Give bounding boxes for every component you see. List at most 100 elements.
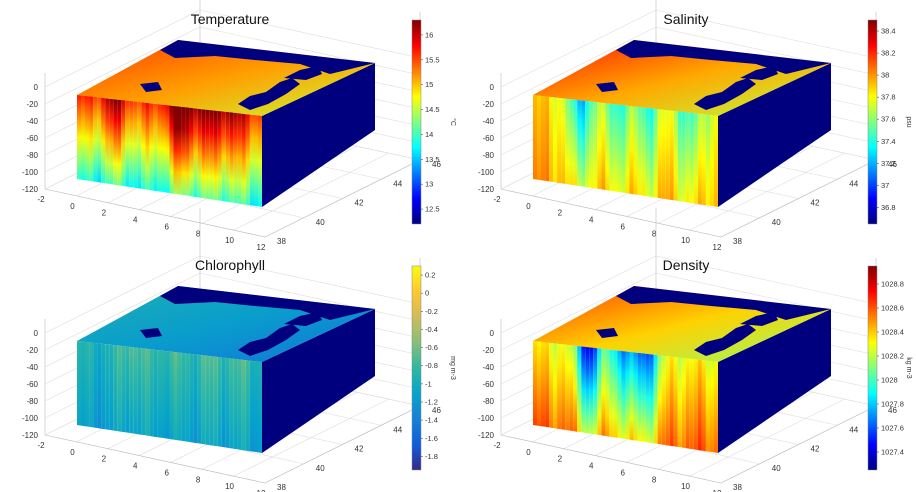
z-tick-label: 0: [490, 83, 495, 92]
colorbar-tick-label: 38.2: [881, 49, 896, 58]
z-gridline: [655, 26, 877, 76]
colorbar-tick-label: -1.8: [425, 452, 438, 461]
profile-column: [81, 341, 85, 427]
profile-column: [105, 344, 110, 430]
profile-column: [601, 348, 606, 436]
profile-column: [133, 347, 138, 435]
profile-column: [609, 349, 614, 438]
cube-front-face: [77, 341, 262, 453]
x-tick-label: 10: [681, 236, 690, 245]
y-tick-label: 38: [277, 237, 286, 246]
z-tick-label: -100: [478, 414, 495, 423]
profile-column: [169, 105, 174, 194]
z-gridline: [500, 9, 657, 88]
profile-column: [545, 96, 550, 182]
x-tick-label: 2: [558, 455, 563, 464]
profile-column: [105, 98, 110, 184]
colorbar-tick-label: 0.2: [425, 271, 435, 280]
chlorophyll-panel: 0-20-40-60-80-100-120-202468101238404244…: [22, 208, 456, 492]
profile-column: [537, 341, 541, 427]
island-shape: [140, 82, 162, 92]
y-tick-label: 42: [355, 445, 364, 454]
colorbar-ramp: [867, 19, 878, 225]
cube-side-face: [718, 309, 831, 453]
x-tick-label: 10: [681, 482, 690, 491]
y-tick-label: 38: [277, 483, 286, 492]
profile-column: [613, 350, 618, 438]
colorbar-tick-label: 1027.4: [881, 448, 904, 457]
profile-column: [714, 361, 718, 453]
z-gridline: [44, 9, 201, 88]
colorbar-tick-label: 1028.2: [881, 352, 904, 361]
land-mask-north: [160, 286, 375, 320]
x-tick-label: 6: [620, 468, 625, 477]
profile-column: [157, 104, 162, 192]
profile-column: [254, 115, 258, 207]
colorbar-unit-label: psu: [905, 116, 912, 127]
profile-column: [93, 342, 98, 428]
profile-column: [89, 342, 94, 428]
x-tick-label: 8: [196, 229, 201, 238]
colorbar-tick-label: -1.4: [425, 416, 438, 425]
y-tick-label: 42: [811, 445, 820, 454]
profile-column: [569, 345, 574, 432]
x-tick-label: 2: [558, 209, 563, 218]
x-tick-label: 8: [652, 229, 657, 238]
profile-column: [149, 103, 154, 191]
profile-column: [601, 102, 606, 190]
colorbar-tick-label: 1028.4: [881, 328, 904, 337]
profile-column: [549, 342, 554, 428]
x-tick-label: 8: [196, 475, 201, 484]
profile-column: [101, 97, 106, 184]
profile-column: [593, 347, 598, 435]
colorbar-tick-label: -0.2: [425, 307, 438, 316]
axis-ticks: 0-20-40-60-80-100-120-202468101238404244…: [22, 329, 441, 492]
colorbar-tick-label: -0.6: [425, 343, 438, 352]
profile-column: [653, 354, 658, 444]
land-mask: [140, 40, 375, 110]
x-tick-label: -2: [493, 441, 501, 450]
z-tick-label: -120: [478, 185, 495, 194]
profile-column: [621, 351, 626, 439]
profile-column: [209, 356, 214, 446]
cube-side-face: [718, 63, 831, 207]
y-tick-label: 46: [888, 160, 897, 169]
land-mask-north: [616, 40, 831, 74]
x-axis-line: [44, 434, 266, 484]
profile-column: [117, 345, 122, 432]
profile-column: [117, 99, 122, 186]
profile-column: [533, 95, 537, 180]
colorbar-tick-label: 1027.8: [881, 400, 904, 409]
z-gridline: [500, 26, 657, 105]
z-gridline: [655, 272, 877, 322]
profile-column: [685, 358, 690, 449]
colorbar-tick-label: -0.4: [425, 325, 438, 334]
profile-column: [197, 108, 202, 198]
profile-column: [181, 106, 186, 196]
profile-column: [673, 357, 678, 447]
island-shape: [596, 328, 618, 338]
profile-column: [689, 112, 694, 204]
x-tick-label: 6: [164, 222, 169, 231]
z-tick-label: -60: [482, 380, 494, 389]
profile-column: [625, 351, 630, 440]
axis-ticks: 0-20-40-60-80-100-120-202468101238404244…: [478, 329, 897, 492]
profile-column: [697, 113, 702, 205]
profile-column: [633, 106, 638, 195]
salinity-panel: 0-20-40-60-80-100-120-202468101238404244…: [478, 0, 912, 252]
profile-column: [673, 111, 678, 201]
profile-column: [225, 357, 230, 449]
cube-side-face: [262, 309, 375, 453]
profile-column: [701, 114, 706, 206]
x-tick-label: 12: [257, 489, 266, 492]
profile-column: [685, 112, 690, 203]
profile-column: [221, 357, 226, 448]
profile-column: [693, 113, 698, 204]
colorbar: 0.2 0 -0.2 -0.4 -0.6 -0.8 -1 -1.2 -1.4 -1.6 -1.8 mg…: [411, 265, 456, 471]
profile-column: [573, 99, 578, 186]
profile-column: [545, 342, 550, 428]
profile-column: [145, 102, 150, 190]
profile-column: [669, 110, 674, 201]
colorbar-tick-label: -1.2: [425, 398, 438, 407]
profile-column: [565, 344, 570, 431]
